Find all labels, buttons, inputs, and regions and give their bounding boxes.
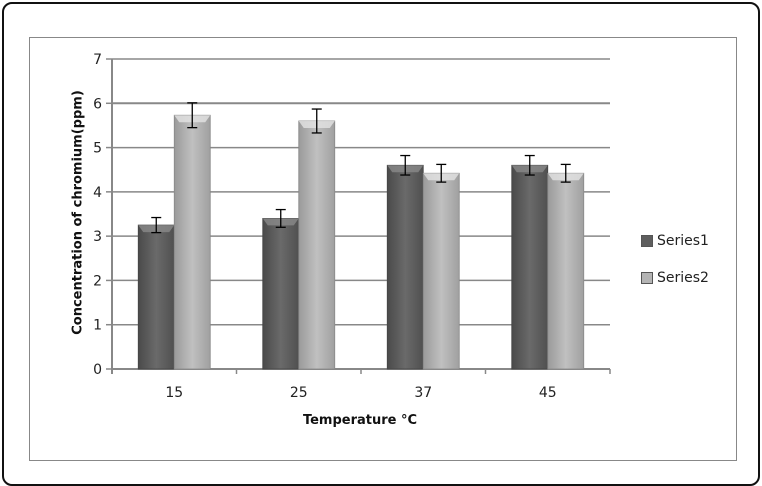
y-tick-label: 4 <box>93 185 102 201</box>
y-tick-label: 2 <box>93 273 102 289</box>
bar-series2 <box>547 172 585 370</box>
x-axis-label: Temperature °C <box>302 413 418 428</box>
y-tick-label: 1 <box>93 318 102 334</box>
x-tick-label: 25 <box>290 385 308 401</box>
legend-item-series2: Series2 <box>641 259 709 296</box>
y-tick-label: 6 <box>93 96 102 112</box>
bar-series2 <box>173 114 211 370</box>
legend: Series1 Series2 <box>641 222 709 296</box>
bar-series2 <box>298 120 336 370</box>
y-tick-label: 0 <box>93 362 102 378</box>
legend-swatch-series1 <box>641 234 653 247</box>
bar-series1 <box>386 164 424 370</box>
bar-series1 <box>262 218 300 370</box>
bar-series1 <box>137 224 175 370</box>
y-tick-label: 3 <box>93 229 102 245</box>
y-tick-label: 5 <box>93 141 102 157</box>
legend-item-series1: Series1 <box>641 222 709 259</box>
bar-series2 <box>422 172 460 370</box>
x-tick-label: 45 <box>539 385 557 401</box>
legend-label-series1: Series1 <box>657 232 709 249</box>
x-tick-label: 37 <box>414 385 432 401</box>
legend-swatch-series2 <box>641 271 653 284</box>
legend-label-series2: Series2 <box>657 269 709 286</box>
bar-series1 <box>511 164 549 370</box>
x-tick-label: 15 <box>165 385 183 401</box>
y-axis-label: Concentration of chromium(ppm) <box>70 90 86 335</box>
y-tick-label: 7 <box>93 52 102 68</box>
chart-frame <box>29 37 737 461</box>
